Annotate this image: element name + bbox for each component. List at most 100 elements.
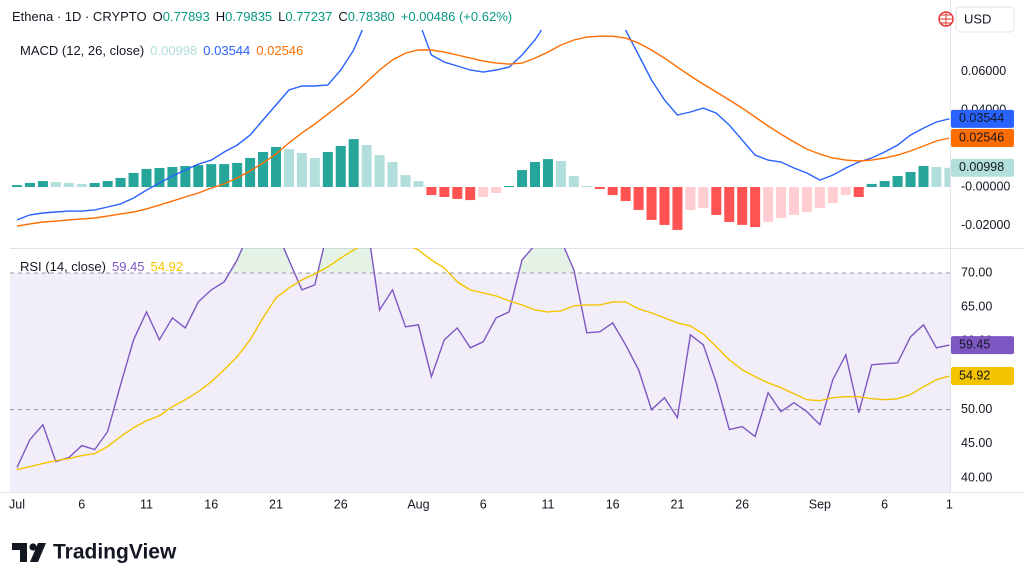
- y-tick-label: 70.00: [961, 265, 992, 279]
- histogram-bar: [737, 187, 748, 225]
- histogram-bar: [50, 182, 61, 188]
- histogram-bar: [776, 187, 787, 218]
- x-tick-label: 6: [881, 497, 888, 511]
- ohlc-value: 0.79835: [225, 9, 272, 24]
- histogram-bar: [374, 155, 385, 188]
- histogram-bar: [555, 161, 566, 188]
- histogram-bar: [517, 170, 528, 188]
- histogram-bar: [542, 159, 553, 188]
- indicator-line: [16, 35, 950, 227]
- x-tick-label: Jul: [9, 497, 25, 511]
- histogram-bar: [840, 187, 851, 196]
- histogram-bar: [931, 166, 942, 188]
- y-tick-label: -0.02000: [961, 218, 1010, 232]
- histogram-bar: [102, 181, 113, 188]
- macd-pane: [12, 30, 950, 230]
- y-tick-label: -0.00000: [961, 179, 1010, 193]
- macd-legend: MACD (12, 26, close) 0.00998 0.03544 0.0254…: [20, 43, 303, 58]
- histogram-bar: [711, 187, 722, 215]
- legend-value: 0.00998: [150, 43, 197, 58]
- histogram-bar: [789, 187, 799, 215]
- price-label-bg: [951, 109, 1014, 128]
- histogram-bar: [827, 187, 838, 203]
- histogram-bar: [672, 187, 683, 230]
- indicator-line: [16, 248, 950, 468]
- histogram-bar: [607, 187, 618, 196]
- currency-label[interactable]: USD: [964, 11, 991, 26]
- globe-icon: [938, 11, 954, 27]
- ohlc-label: L: [278, 9, 285, 24]
- histogram-bar: [944, 167, 950, 188]
- histogram-bar: [335, 146, 346, 188]
- indicator-line: [16, 248, 950, 471]
- histogram-bar: [905, 171, 916, 188]
- histogram-bar: [76, 183, 87, 188]
- x-tick-label: Aug: [407, 497, 429, 511]
- x-tick-label: 21: [670, 497, 684, 511]
- x-tick-label: 1: [946, 497, 953, 511]
- x-tick-label: 11: [140, 497, 153, 511]
- histogram-bar: [245, 157, 256, 188]
- symbol-name: Ethena · 1D · CRYPTO: [12, 9, 147, 24]
- histogram-bar: [814, 187, 825, 208]
- histogram-bar: [271, 146, 281, 188]
- histogram-bar: [452, 187, 463, 199]
- histogram-bar: [750, 187, 761, 228]
- histogram-bar: [801, 187, 812, 213]
- legend-title: MACD (12, 26, close): [20, 43, 144, 58]
- rsi-legend: RSI (14, close) 59.45 54.92: [20, 259, 183, 274]
- x-tick-label: 11: [541, 497, 554, 511]
- histogram-bar: [853, 187, 864, 198]
- histogram-bar: [193, 165, 204, 188]
- y-tick-label: 50.00: [961, 402, 992, 416]
- price-label-bg: [951, 158, 1014, 177]
- histogram-bar: [12, 185, 22, 188]
- price-label: 0.00998: [959, 160, 1004, 174]
- histogram-bar: [478, 187, 489, 198]
- panes: Ethena · 1D · CRYPTO O0.77893 H0.79835 L0.7…: [9, 9, 1014, 511]
- histogram-bar: [504, 186, 515, 188]
- histogram-bar: [180, 166, 191, 188]
- histogram-bar: [413, 181, 424, 188]
- legend-value: 59.45: [112, 259, 145, 274]
- price-label-bg: [951, 129, 1014, 148]
- histogram-bar: [89, 182, 100, 188]
- histogram-bar: [322, 151, 333, 188]
- currency-button[interactable]: [955, 6, 1015, 33]
- histogram-bar: [283, 149, 294, 188]
- histogram-bar: [879, 181, 890, 188]
- histogram-bar: [530, 161, 540, 188]
- y-tick-label: 65.00: [961, 299, 992, 313]
- y-tick-label: 45.00: [961, 436, 992, 450]
- histogram-bar: [400, 175, 411, 188]
- histogram-bar: [918, 166, 929, 188]
- histogram-bar: [219, 164, 230, 188]
- histogram-bar: [633, 187, 644, 210]
- histogram-bar: [63, 182, 74, 188]
- histogram-bar: [892, 176, 903, 188]
- histogram-bar: [309, 157, 320, 188]
- rsi-axis: 40.0045.0050.0055.0060.0065.0070.00Jul61…: [9, 265, 1014, 511]
- histogram-bar: [581, 186, 592, 188]
- x-tick-label: 6: [78, 497, 85, 511]
- x-tick-label: 16: [204, 497, 218, 511]
- brand-name: TradingView: [53, 541, 177, 564]
- price-label: 59.45: [959, 337, 990, 351]
- histogram-bar: [128, 172, 139, 188]
- rsi-band: [10, 272, 950, 492]
- histogram-bar: [296, 152, 307, 188]
- histogram-bar: [167, 166, 178, 188]
- brand-logo: [12, 543, 46, 562]
- price-change: +0.00486 (+0.62%): [401, 9, 512, 24]
- histogram-bar: [659, 187, 670, 225]
- macd-axis: 0.060000.04000-0.00000-0.020000.009980.0…: [951, 64, 1014, 232]
- histogram-bar: [115, 177, 126, 188]
- indicator-line: [16, 30, 950, 221]
- histogram-bar: [206, 164, 217, 188]
- histogram-bar: [37, 181, 48, 188]
- legend-value: 0.03544: [203, 43, 250, 58]
- x-tick-label: 16: [606, 497, 620, 511]
